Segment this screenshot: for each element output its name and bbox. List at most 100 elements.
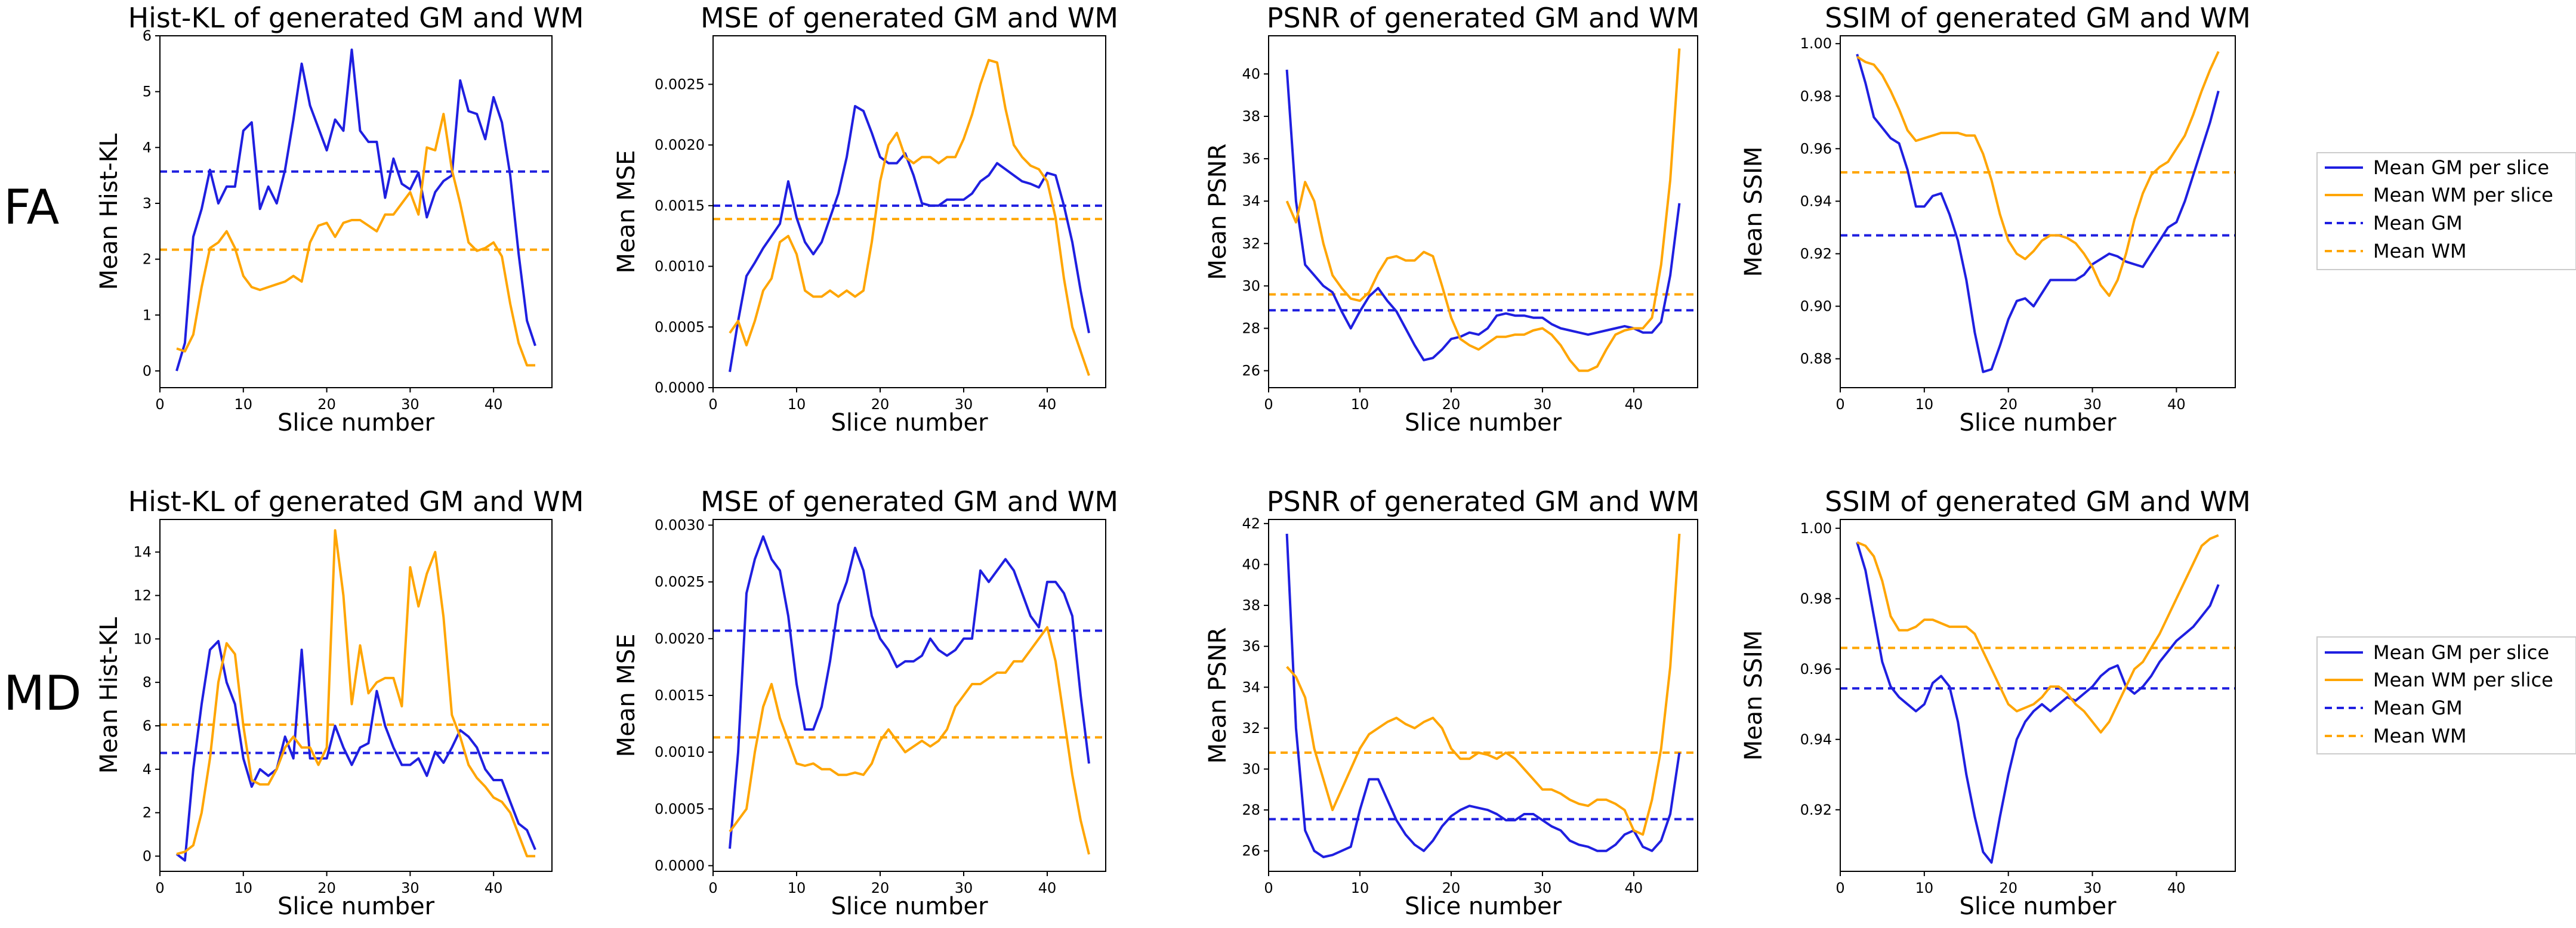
chart-panel: Hist-KL of generated GM and WM Slice numb… [95, 2, 584, 437]
y-tick-label: 14 [133, 544, 152, 561]
wm-per-slice-line [1286, 533, 1681, 836]
y-tick-label: 40 [1242, 66, 1260, 82]
x-tick-label: 30 [1534, 880, 1552, 896]
y-tick-label: 0.0000 [655, 379, 705, 396]
y-tick-label: 32 [1242, 720, 1260, 737]
y-tick-label: 0.0030 [655, 517, 705, 534]
x-tick-label: 10 [235, 396, 253, 413]
legend-label-mean-wm: Mean WM [2373, 240, 2467, 262]
y-tick-label: 10 [133, 630, 152, 647]
gm-per-slice-line [1856, 54, 2220, 373]
chart-panel: SSIM of generated GM and WM Slice number M… [1740, 2, 2251, 437]
x-tick-label: 0 [1264, 880, 1273, 896]
legend-label-mean-gm: Mean GM [2373, 212, 2463, 234]
x-tick-label: 20 [1442, 880, 1461, 896]
y-tick-label: 12 [133, 587, 152, 604]
y-tick-label: 0.94 [1800, 193, 1832, 209]
x-tick-label: 20 [317, 396, 336, 413]
chart-panel: Hist-KL of generated GM and WM Slice numb… [95, 485, 584, 920]
legend-label-wm-per-slice: Mean WM per slice [2373, 184, 2553, 206]
y-tick-label: 0.90 [1800, 298, 1832, 315]
gm-per-slice-line [729, 105, 1090, 372]
x-tick-label: 40 [2167, 880, 2186, 896]
x-tick-label: 40 [1625, 396, 1643, 413]
legend-box-md [2316, 636, 2576, 754]
x-tick-label: 20 [871, 396, 890, 413]
y-tick-label: 28 [1242, 320, 1260, 336]
x-tick-label: 0 [155, 396, 164, 413]
y-tick-label: 0.96 [1800, 661, 1832, 678]
gm-per-slice-line [1285, 69, 1681, 361]
x-tick-label: 40 [1038, 396, 1057, 413]
y-tick-label: 32 [1242, 235, 1260, 252]
x-tick-label: 40 [485, 396, 503, 413]
y-tick-label: 38 [1242, 108, 1260, 125]
y-tick-label: 0.94 [1800, 731, 1832, 748]
legend-label-mean-gm-md: Mean GM [2373, 697, 2463, 719]
y-tick-label: 0.0010 [655, 258, 705, 275]
x-axis-label: Slice number [831, 893, 988, 920]
y-tick-label: 0.92 [1800, 802, 1832, 818]
x-axis-label: Slice number [831, 409, 988, 437]
y-tick-label: 0.0020 [655, 137, 705, 153]
gm-per-slice-line [175, 48, 536, 372]
wm-per-slice-line [729, 626, 1090, 855]
y-tick-label: 26 [1242, 843, 1260, 859]
x-tick-label: 0 [1835, 396, 1844, 413]
x-axis-label: Slice number [277, 409, 435, 437]
x-tick-label: 40 [2167, 396, 2186, 413]
plot-frame [1840, 35, 2236, 388]
chart-panel: MSE of generated GM and WM Slice number Me… [613, 2, 1118, 437]
y-tick-label: 38 [1242, 597, 1260, 614]
plot-frame [159, 35, 553, 388]
x-tick-label: 10 [788, 396, 806, 413]
chart-title: MSE of generated GM and WM [701, 2, 1118, 34]
y-tick-label: 0 [143, 848, 152, 865]
y-tick-label: 1 [143, 307, 152, 323]
chart-title: SSIM of generated GM and WM [1825, 485, 2251, 518]
y-tick-label: 0.0005 [655, 800, 705, 817]
y-tick-label: 1.00 [1800, 35, 1832, 52]
x-tick-label: 0 [708, 396, 717, 413]
chart-panel: MSE of generated GM and WM Slice number Me… [613, 485, 1118, 920]
y-axis-label: Mean SSIM [1740, 630, 1767, 761]
gm-per-slice-line [729, 535, 1090, 849]
x-tick-label: 40 [1038, 880, 1057, 896]
y-tick-label: 0.0010 [655, 744, 705, 760]
row-label-md: MD [4, 666, 82, 721]
y-tick-label: 0.96 [1800, 140, 1832, 157]
legend-label-gm-per-slice-md: Mean GM per slice [2373, 641, 2549, 664]
gm-per-slice-line [1856, 542, 2220, 864]
chart-panel: SSIM of generated GM and WM Slice number M… [1740, 485, 2251, 920]
x-axis-label: Slice number [1405, 893, 1562, 920]
x-tick-label: 30 [955, 396, 973, 413]
y-axis-label: Mean PSNR [1204, 627, 1232, 764]
y-tick-label: 0.92 [1800, 245, 1832, 262]
x-tick-label: 30 [955, 880, 973, 896]
y-tick-label: 0.0025 [655, 574, 705, 590]
y-axis-label: Mean MSE [613, 634, 640, 757]
x-tick-label: 40 [1625, 880, 1643, 896]
y-tick-label: 36 [1242, 150, 1260, 167]
y-tick-label: 40 [1242, 556, 1260, 573]
y-tick-label: 0.0000 [655, 857, 705, 874]
plot-frame [1268, 519, 1698, 872]
legend-box-fa [2316, 152, 2576, 270]
plot-frame [1840, 519, 2236, 872]
x-axis-label: Slice number [1959, 409, 2117, 437]
y-tick-label: 28 [1242, 802, 1260, 818]
y-axis-label: Mean SSIM [1740, 147, 1767, 277]
x-tick-label: 30 [1534, 396, 1552, 413]
y-tick-label: 6 [143, 27, 152, 44]
x-tick-label: 20 [1999, 396, 2017, 413]
y-tick-label: 0.98 [1800, 88, 1832, 104]
x-tick-label: 20 [871, 880, 890, 896]
gm-per-slice-line [175, 640, 536, 862]
x-tick-label: 10 [235, 880, 253, 896]
y-tick-label: 6 [143, 717, 152, 734]
chart-panel: PSNR of generated GM and WM Slice number M… [1204, 2, 1699, 437]
x-tick-label: 0 [708, 880, 717, 896]
plot-frame [712, 519, 1106, 872]
chart-title: MSE of generated GM and WM [701, 485, 1118, 518]
